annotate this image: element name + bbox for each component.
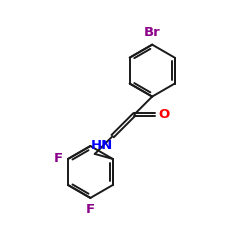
Text: O: O bbox=[158, 108, 170, 121]
Text: HN: HN bbox=[90, 139, 112, 152]
Text: F: F bbox=[54, 152, 63, 166]
Text: Br: Br bbox=[144, 26, 160, 39]
Text: F: F bbox=[86, 203, 95, 216]
